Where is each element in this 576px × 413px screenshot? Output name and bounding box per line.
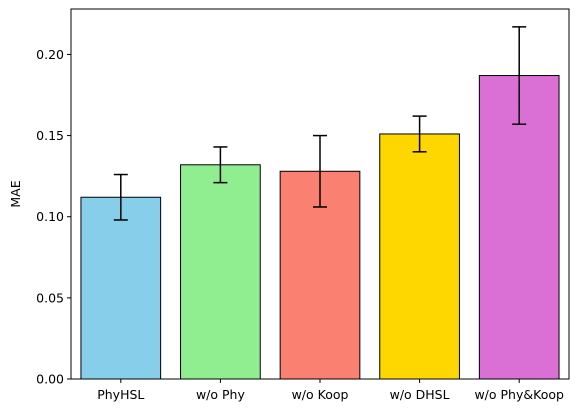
x-axis: PhyHSL w/o Phy w/o Koop w/o DHSL w/o Phy&Koo… — [97, 379, 564, 402]
x-tick-label: w/o Phy&Koop — [474, 387, 564, 402]
bar-w-o-dhsl — [379, 133, 460, 380]
bars-group — [80, 75, 560, 380]
error-bar-w-o-dhsl — [412, 115, 427, 153]
x-tick-label: w/o Phy — [196, 387, 246, 402]
y-tick-label: 0.00 — [36, 372, 64, 387]
y-tick-label: 0.05 — [36, 290, 64, 305]
error-bar-w-o-phy-koop — [512, 26, 527, 125]
x-tick-label: w/o Koop — [292, 387, 349, 402]
bar-w-o-phy — [180, 164, 261, 380]
y-tick-label: 0.10 — [36, 209, 64, 224]
bar-w-o-phy-koop — [478, 75, 560, 380]
bar-phyhsl — [80, 196, 162, 380]
error-bar-w-o-koop — [313, 134, 327, 208]
error-bar-phyhsl — [113, 173, 128, 221]
error-bars-group — [113, 26, 527, 221]
y-axis-label: MAE — [8, 180, 23, 207]
y-tick-label: 0.20 — [36, 47, 64, 62]
error-bar-w-o-phy — [213, 146, 228, 184]
x-tick-label: PhyHSL — [97, 387, 144, 402]
x-tick-label: w/o DHSL — [390, 387, 450, 402]
y-tick-label: 0.15 — [36, 128, 64, 143]
y-axis: 0.00 0.05 0.10 0.15 0.20 — [36, 47, 71, 387]
plot-frame — [70, 8, 570, 380]
